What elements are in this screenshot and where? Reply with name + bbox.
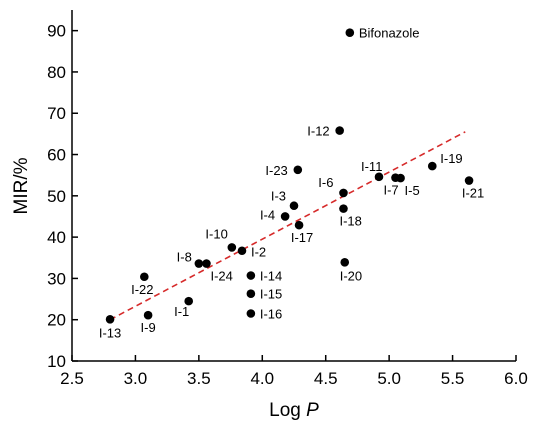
x-tick-label: 5.5 xyxy=(441,369,465,388)
point-label: I-22 xyxy=(131,282,153,297)
y-axis-ticks: 10 20 30 40 50 60 70 80 90 xyxy=(47,22,78,371)
point-label: I-14 xyxy=(260,269,282,284)
y-tick-label: 10 xyxy=(47,352,66,371)
y-tick-label: 60 xyxy=(47,146,66,165)
data-point xyxy=(289,201,299,211)
point-label: I-4 xyxy=(260,207,275,222)
data-point xyxy=(246,309,256,318)
data-point xyxy=(227,243,237,252)
data-point xyxy=(246,289,256,298)
x-axis-title: Log P xyxy=(269,400,319,421)
data-point xyxy=(194,259,204,268)
x-axis-ticks: 2.5 3.0 3.5 4.0 4.5 5.0 5.5 6.0 xyxy=(60,355,528,388)
x-tick-label: 4.0 xyxy=(250,369,274,388)
trend-line xyxy=(109,131,466,321)
point-labels: Bifonazole I-1 I-2 I-3 I-4 I-5 I-6 I-7 I-8 I-9 I-1… xyxy=(99,26,484,341)
y-tick-label: 40 xyxy=(47,228,66,247)
data-point xyxy=(105,314,115,324)
point-label: I-23 xyxy=(265,163,287,178)
data-point xyxy=(294,220,304,230)
x-tick-label: 2.5 xyxy=(60,369,84,388)
y-tick-label: 50 xyxy=(47,187,66,206)
data-point xyxy=(339,204,348,213)
y-tick-label: 90 xyxy=(47,22,66,41)
data-point xyxy=(293,165,303,175)
axes xyxy=(71,10,516,362)
y-tick-label: 80 xyxy=(47,63,66,82)
point-label: I-19 xyxy=(440,151,462,166)
y-axis-title: MIR/% xyxy=(11,157,32,214)
data-point xyxy=(140,272,149,282)
data-point xyxy=(143,310,153,320)
data-point xyxy=(335,126,344,135)
data-point xyxy=(339,188,348,198)
point-label: I-3 xyxy=(271,189,286,204)
point-label: I-6 xyxy=(318,175,333,190)
point-label: I-9 xyxy=(141,320,156,335)
data-point xyxy=(237,246,247,256)
point-label: Bifonazole xyxy=(359,26,420,41)
point-label: I-20 xyxy=(340,268,362,283)
point-label: I-11 xyxy=(361,159,382,174)
point-label: I-2 xyxy=(251,245,266,260)
x-tick-label: 3.0 xyxy=(124,369,148,388)
data-point xyxy=(374,172,384,182)
x-tick-label: 4.5 xyxy=(314,369,338,388)
data-point xyxy=(464,176,474,185)
data-point xyxy=(427,161,437,171)
data-point xyxy=(184,296,194,306)
point-label: I-7 xyxy=(383,183,398,198)
point-label: I-13 xyxy=(99,325,121,340)
point-label: I-15 xyxy=(260,287,282,302)
data-point xyxy=(340,258,350,267)
point-label: I-24 xyxy=(210,269,232,284)
x-tick-label: 3.5 xyxy=(187,369,211,388)
y-tick-label: 20 xyxy=(47,311,66,330)
x-tick-label: 6.0 xyxy=(504,369,528,388)
data-point xyxy=(246,271,256,280)
point-label: I-5 xyxy=(405,183,420,198)
data-points xyxy=(105,28,474,324)
point-label: I-17 xyxy=(291,230,313,245)
data-point xyxy=(202,259,211,268)
point-label: I-16 xyxy=(260,307,282,322)
data-point xyxy=(280,212,290,221)
data-point xyxy=(345,28,355,38)
point-label: I-1 xyxy=(174,304,189,319)
point-label: I-21 xyxy=(462,186,484,201)
y-tick-label: 30 xyxy=(47,269,66,288)
x-tick-label: 5.0 xyxy=(377,369,401,388)
y-tick-label: 70 xyxy=(47,104,66,123)
point-label: I-12 xyxy=(307,124,329,139)
point-label: I-10 xyxy=(205,226,227,241)
point-label: I-18 xyxy=(339,214,361,229)
data-point xyxy=(391,173,400,182)
point-label: I-8 xyxy=(177,250,192,265)
